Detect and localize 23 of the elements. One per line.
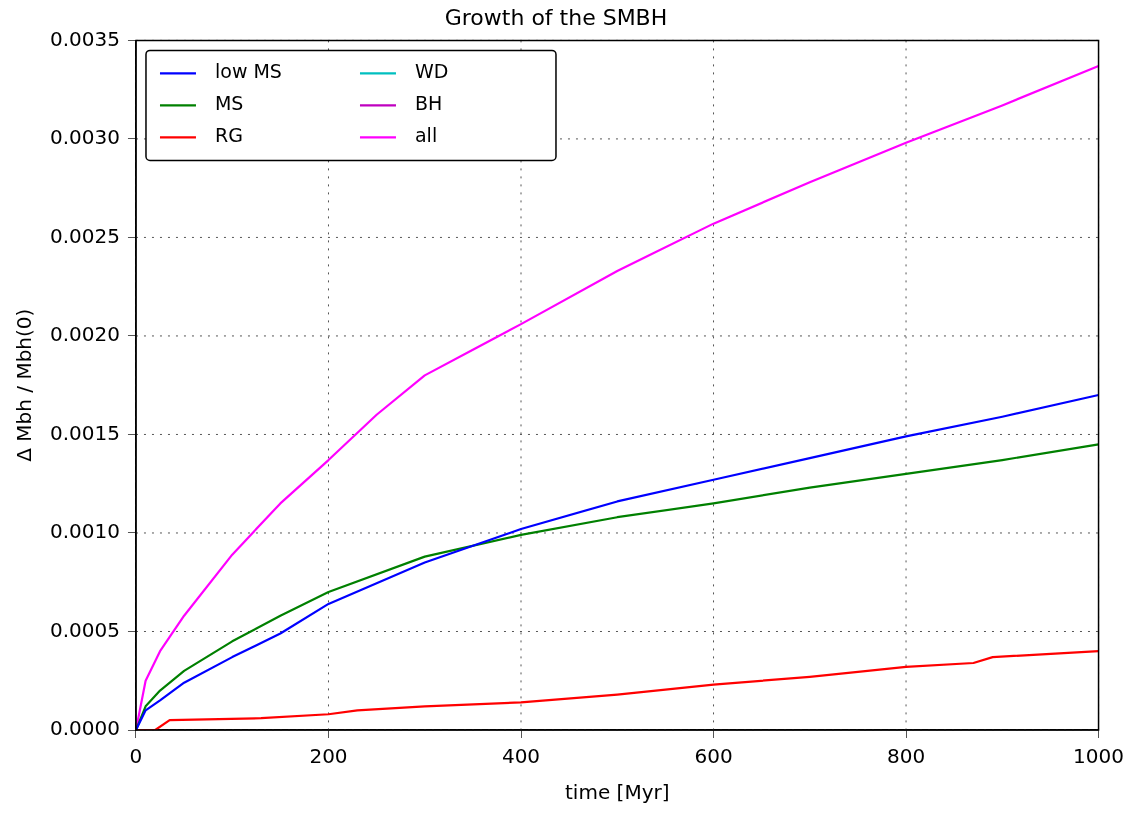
x-tick-label: 600 (694, 744, 733, 769)
x-tick-label: 400 (501, 744, 541, 769)
y-tick-label: 0.0035 (50, 26, 120, 51)
y-tick-label: 0.0025 (50, 223, 120, 248)
y-tick-label: 0.0000 (50, 716, 120, 741)
legend-label: MS (214, 92, 244, 115)
y-tick-label: 0.0015 (50, 420, 120, 445)
x-axis-title: time [Myr] (565, 780, 670, 805)
y-tick-label: 0.0030 (50, 125, 120, 150)
y-axis-title: Δ Mbh / Mbh(0) (12, 308, 37, 462)
chart-title: Growth of the SMBH (444, 4, 668, 30)
legend-label: RG (214, 124, 243, 147)
x-tick-label: 800 (886, 744, 926, 769)
y-tick-label: 0.0005 (50, 617, 120, 642)
legend-label: WD (414, 60, 449, 83)
legend-label: all (414, 124, 438, 147)
x-tick-label: 200 (309, 744, 348, 769)
x-tick-label: 0 (129, 744, 143, 769)
y-tick-label: 0.0010 (50, 519, 120, 544)
x-tick-label: 1000 (1073, 744, 1124, 769)
y-tick-label: 0.0020 (50, 322, 120, 347)
legend-label: low MS (214, 60, 282, 83)
legend-label: BH (414, 92, 443, 115)
